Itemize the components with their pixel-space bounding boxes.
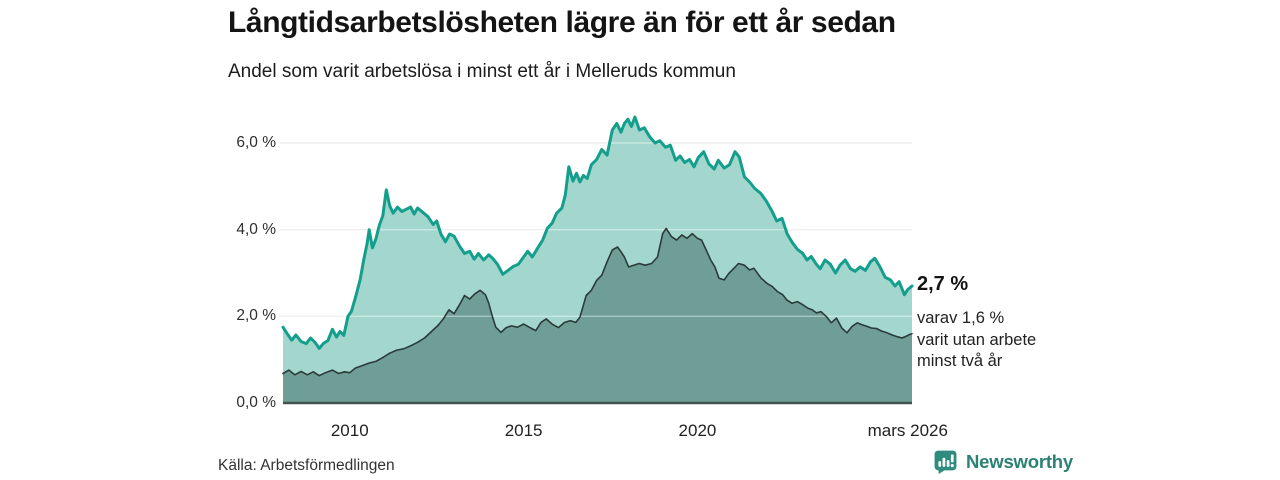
x-tick-label: 2015 (504, 421, 543, 440)
line-series-2 (282, 227, 913, 377)
area-fill-series-2 (283, 228, 912, 403)
annotation-detail-line: varav 1,6 % (917, 309, 1005, 327)
x-tick-label: 2020 (678, 421, 717, 440)
x-tick-label: 2010 (330, 421, 369, 440)
newsworthy-logo[interactable]: Newsworthy (933, 449, 1073, 474)
newsworthy-wordmark: Newsworthy (966, 450, 1073, 472)
annotation-detail: varav 1,6 % varit utan arbete minst två år (917, 308, 1036, 373)
annotation-detail-line: varit utan arbete (917, 330, 1037, 349)
y-tick-label: 4,0 % (236, 220, 276, 238)
annotation-detail-line: minst två år (917, 352, 1003, 370)
y-tick-label: 6,0 % (236, 134, 276, 151)
newsworthy-bubble-chart-icon (934, 450, 957, 474)
line-series-1 (281, 115, 914, 350)
y-tick-label: 2,0 % (236, 307, 276, 325)
x-tick-label: mars 2026 (867, 421, 948, 440)
chart-title: Långtidsarbetslösheten lägre än för ett … (228, 6, 896, 39)
y-tick-label: 0,0 % (236, 394, 276, 411)
annotation-value: 2,7 % (917, 273, 969, 295)
source-label: Källa: Arbetsförmedlingen (218, 457, 395, 474)
chart-subtitle: Andel som varit arbetslösa i minst ett å… (228, 61, 736, 82)
